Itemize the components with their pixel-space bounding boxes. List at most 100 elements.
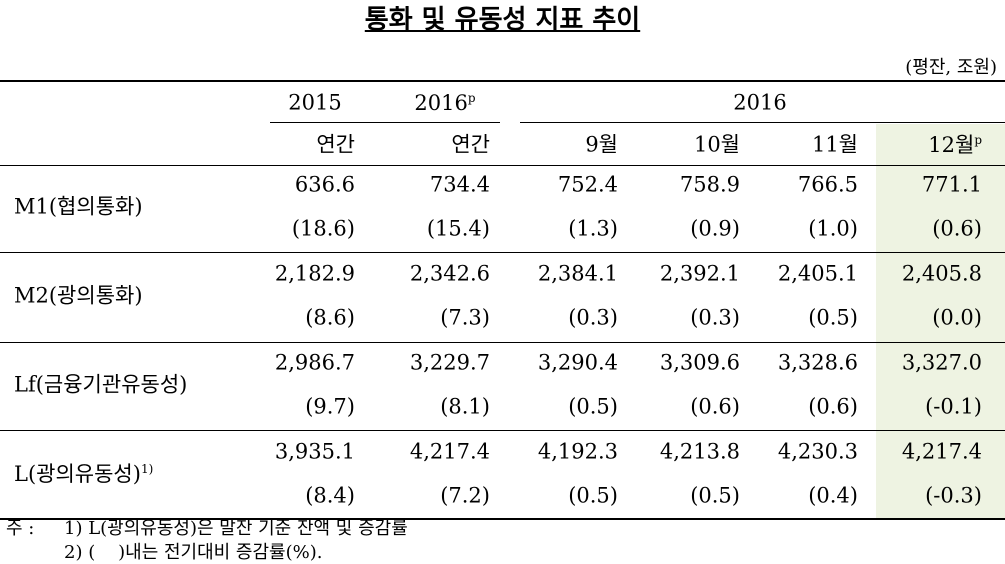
cell-change-text: (7.2) xyxy=(440,483,490,508)
cell-value-text: 3,290.4 xyxy=(537,350,618,375)
note: 1) L(광의유동성)은 말잔 기준 잔액 및 증감률 xyxy=(64,520,408,538)
row-label: Lf(금융기관유동성) xyxy=(14,372,188,397)
note: 2) ( )내는 전기대비 증감률(%). xyxy=(64,544,322,562)
cell-change-text: (0.5) xyxy=(568,394,618,419)
rule xyxy=(270,122,500,123)
cell-value: 752.4 xyxy=(558,174,618,196)
cell-change-text: (15.4) xyxy=(426,216,490,241)
cell-change-text: (1.3) xyxy=(568,216,618,241)
cell-change-text: (8.4) xyxy=(305,483,355,508)
cell-value: 771.1 xyxy=(921,172,982,197)
cell-change: (7.3) xyxy=(440,305,490,330)
cell-change-text: (-0.3) xyxy=(925,483,982,508)
cell-value: 636.6 xyxy=(294,172,355,197)
period-header: 11월 xyxy=(811,132,858,157)
cell-change: (-0.3) xyxy=(925,483,982,508)
rule xyxy=(0,165,1005,166)
year-header: 2015 xyxy=(165,92,465,114)
cell-value-text: 4,192.3 xyxy=(537,439,618,464)
unit: (평잔, 조원) xyxy=(905,57,997,78)
cell-value: 2,405.1 xyxy=(777,261,858,286)
period-header-text: 10월 xyxy=(693,132,740,157)
rule xyxy=(0,252,1005,253)
cell-change: (18.6) xyxy=(292,218,355,240)
cell-value-text: 2,986.7 xyxy=(274,350,355,375)
superscript: 1) xyxy=(140,462,154,476)
cell-value-text: 3,327.0 xyxy=(901,350,982,375)
cell-value-text: 3,309.6 xyxy=(659,350,740,375)
cell-value: 4,192.3 xyxy=(537,439,618,464)
cell-change: (0.9) xyxy=(690,216,740,241)
period-header-text: 12월 xyxy=(928,133,975,157)
cell-value-text: 2,392.1 xyxy=(659,261,740,286)
cell-change: (8.4) xyxy=(305,483,355,508)
title: 통화 및 유동성 지표 추이 xyxy=(364,5,641,35)
cell-value-text: 3,229.7 xyxy=(409,350,490,375)
cell-change: (1.3) xyxy=(568,216,618,241)
period-header-text: 연간 xyxy=(316,132,355,157)
cell-change-text: (8.1) xyxy=(440,394,490,419)
cell-change: (15.4) xyxy=(426,216,490,241)
cell-change-text: (0.0) xyxy=(932,305,982,330)
cell-value: 2,342.6 xyxy=(409,261,490,286)
rule xyxy=(0,430,1005,431)
cell-value-text: 2,342.6 xyxy=(409,261,490,286)
rule xyxy=(0,80,1005,82)
cell-change: (8.1) xyxy=(440,394,490,419)
cell-change: (0.0) xyxy=(932,305,982,330)
year-header-text: 2016 xyxy=(733,90,787,115)
cell-change-text: (0.6) xyxy=(690,394,740,419)
row-label-text: L(광의유동성) xyxy=(14,462,141,486)
cell-value-text: 4,230.3 xyxy=(777,439,858,464)
cell-value-text: 2,405.1 xyxy=(777,261,858,286)
cell-value: 4,217.4 xyxy=(410,441,490,463)
rule xyxy=(0,342,1005,343)
cell-change-text: (7.3) xyxy=(440,305,490,330)
cell-value: 3,328.6 xyxy=(777,350,858,375)
note-text: 2) ( )내는 전기대비 증감률(%). xyxy=(64,542,323,563)
cell-change: (7.2) xyxy=(440,483,490,508)
note-label: 주 : xyxy=(6,520,34,538)
cell-change: (0.4) xyxy=(808,485,858,507)
period-header-text: 9월 xyxy=(585,132,618,157)
superscript: p xyxy=(467,91,476,105)
cell-change: (-0.1) xyxy=(925,396,982,418)
cell-value-text: 636.6 xyxy=(294,172,355,197)
year-header: 2016 xyxy=(610,90,910,115)
period-header: 10월 xyxy=(693,132,740,157)
cell-value-text: 4,213.8 xyxy=(659,439,740,464)
cell-change: (0.6) xyxy=(932,218,982,240)
cell-value: 4,213.8 xyxy=(659,439,740,464)
cell-value-text: 3,328.6 xyxy=(777,350,858,375)
cell-value: 766.5 xyxy=(798,174,858,196)
cell-change-text: (0.3) xyxy=(568,305,618,330)
year-header-text: 2016 xyxy=(414,91,468,115)
cell-value: 4,217.4 xyxy=(901,439,982,464)
cell-value-text: 2,182.9 xyxy=(274,261,355,286)
cell-change: (0.5) xyxy=(568,485,618,507)
cell-value: 3,290.4 xyxy=(537,350,618,375)
period-header: 연간 xyxy=(451,132,490,157)
highlight xyxy=(876,124,1005,518)
period-header-text: 연간 xyxy=(451,132,490,157)
cell-change-text: (1.0) xyxy=(808,216,858,241)
cell-change-text: (0.9) xyxy=(690,216,740,241)
period-header-text: 11월 xyxy=(811,132,858,157)
cell-value: 2,986.7 xyxy=(274,350,355,375)
row-label-text: Lf(금융기관유동성) xyxy=(14,372,188,397)
cell-value-text: 771.1 xyxy=(921,172,982,197)
row-label-text: M1(협의통화) xyxy=(14,194,143,219)
cell-change: (8.6) xyxy=(305,307,355,329)
cell-value: 3,309.6 xyxy=(659,350,740,375)
cell-value: 3,327.0 xyxy=(901,350,982,375)
cell-value-text: 2,384.1 xyxy=(537,261,618,286)
cell-change: (0.6) xyxy=(690,394,740,419)
cell-value: 2,392.1 xyxy=(659,261,740,286)
cell-value: 758.9 xyxy=(680,174,740,196)
row-label: L(광의유동성)1) xyxy=(14,463,153,485)
row-label: M1(협의통화) xyxy=(14,194,143,219)
cell-change-text: (0.5) xyxy=(690,483,740,508)
cell-value-text: 4,217.4 xyxy=(901,439,982,464)
period-header: 9월 xyxy=(585,132,618,157)
